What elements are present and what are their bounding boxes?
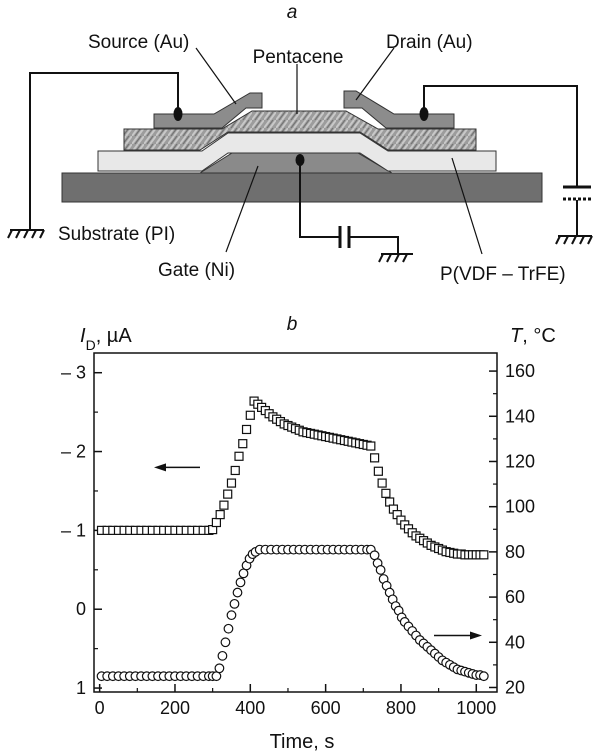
substrate-label: Substrate (PI) <box>58 224 175 245</box>
x-tick-label: 200 <box>160 698 190 718</box>
data-point-square <box>230 465 240 476</box>
drain-contact-dot <box>419 107 429 121</box>
gate-layer <box>198 152 394 174</box>
data-point-square <box>223 489 233 499</box>
y-right-tick-label: 160 <box>505 361 535 381</box>
data-point-circle <box>217 650 228 661</box>
data-point-square <box>215 510 225 520</box>
data-point-circle <box>229 598 240 609</box>
data-point-square <box>366 441 376 451</box>
drain-leader <box>355 47 395 101</box>
y-left-tick-label: 0 <box>76 599 86 619</box>
arrow-right-head <box>470 631 482 640</box>
pentacene-label: Pentacene <box>253 47 344 68</box>
gate-ground-wire <box>349 236 399 254</box>
data-point-circle <box>214 663 225 674</box>
gate-label: Gate (Ni) <box>158 260 235 281</box>
gate-contact-dot <box>295 154 305 166</box>
data-point-square <box>245 410 255 420</box>
x-tick-label: 1000 <box>456 698 496 718</box>
data-point-circle <box>375 565 386 575</box>
x-tick-label: 600 <box>311 698 341 718</box>
y-left-axis-ticks: – 3 – 2 – 1 0 1 <box>61 363 102 698</box>
source-label: Source (Au) <box>88 32 189 53</box>
y-right-axis-title: T, °C <box>510 325 556 347</box>
y-right-tick-label: 100 <box>505 497 535 517</box>
series-arrows <box>154 463 482 640</box>
y-right-axis-ticks: 20 40 60 80 100 120 140 160 <box>489 361 535 697</box>
data-point-square <box>381 488 391 498</box>
device-schematic: a <box>7 2 593 285</box>
data-point-square <box>479 550 489 560</box>
data-point-square <box>377 478 387 488</box>
data-point-square <box>373 466 383 476</box>
y-left-tick-label: – 2 <box>61 442 86 462</box>
data-point-square <box>369 453 380 463</box>
chart: b ID, µA T, °C Time, s 0 200 400 600 800 1000… <box>61 314 556 753</box>
y-right-tick-label: 120 <box>505 451 535 471</box>
source-wire <box>29 72 179 230</box>
ground-icon-right <box>555 235 593 245</box>
ground-icon-left <box>7 229 45 239</box>
panel-a-letter: a <box>287 2 298 23</box>
data-point-circle <box>478 671 489 682</box>
plot-frame <box>93 352 498 693</box>
data-point-square <box>238 439 248 449</box>
gate-wire <box>299 160 340 238</box>
dielectric-leader <box>451 157 483 255</box>
ground-icon-gate <box>378 253 413 263</box>
y-right-tick-label: 140 <box>505 406 535 426</box>
data-point-circle <box>226 610 237 621</box>
data-point-square <box>226 478 237 488</box>
y-right-tick-label: 20 <box>505 677 525 697</box>
x-tick-label: 400 <box>235 698 265 718</box>
gate-leader <box>225 165 259 253</box>
source-contact-dot <box>173 107 183 121</box>
y-left-tick-label: – 1 <box>61 520 86 540</box>
y-right-tick-label: 40 <box>505 632 525 652</box>
y-left-tick-label: 1 <box>76 678 86 698</box>
data-point-square <box>241 424 252 435</box>
x-axis-title: Time, s <box>270 731 335 753</box>
temperature-series <box>96 544 489 682</box>
data-point-square <box>219 500 229 510</box>
x-axis-ticks: 0 200 400 600 800 1000 <box>95 684 496 718</box>
source-leader <box>195 47 237 105</box>
y-right-tick-label: 60 <box>505 587 525 607</box>
y-left-tick-label: – 3 <box>61 363 86 383</box>
substrate-layer <box>61 172 543 203</box>
x-tick-label: 800 <box>386 698 416 718</box>
series-layer <box>96 396 489 682</box>
x-tick-label: 0 <box>95 698 105 718</box>
y-left-axis-title: ID, µA <box>80 325 132 353</box>
panel-b-letter: b <box>287 314 298 335</box>
data-point-circle <box>235 577 246 588</box>
data-point-circle <box>232 587 243 598</box>
data-point-circle <box>220 637 231 648</box>
drain-label: Drain (Au) <box>386 32 473 53</box>
data-point-square <box>234 451 244 461</box>
drain-wire <box>423 85 578 186</box>
arrow-left-head <box>154 463 166 472</box>
pentacene-layer <box>123 110 477 151</box>
dielectric-label: P(VDF – TrFE) <box>440 264 566 285</box>
data-point-square <box>211 517 222 528</box>
y-right-tick-label: 80 <box>505 542 525 562</box>
data-point-circle <box>223 623 234 634</box>
drain-current-series <box>96 396 489 560</box>
dielectric-layer <box>97 132 497 172</box>
